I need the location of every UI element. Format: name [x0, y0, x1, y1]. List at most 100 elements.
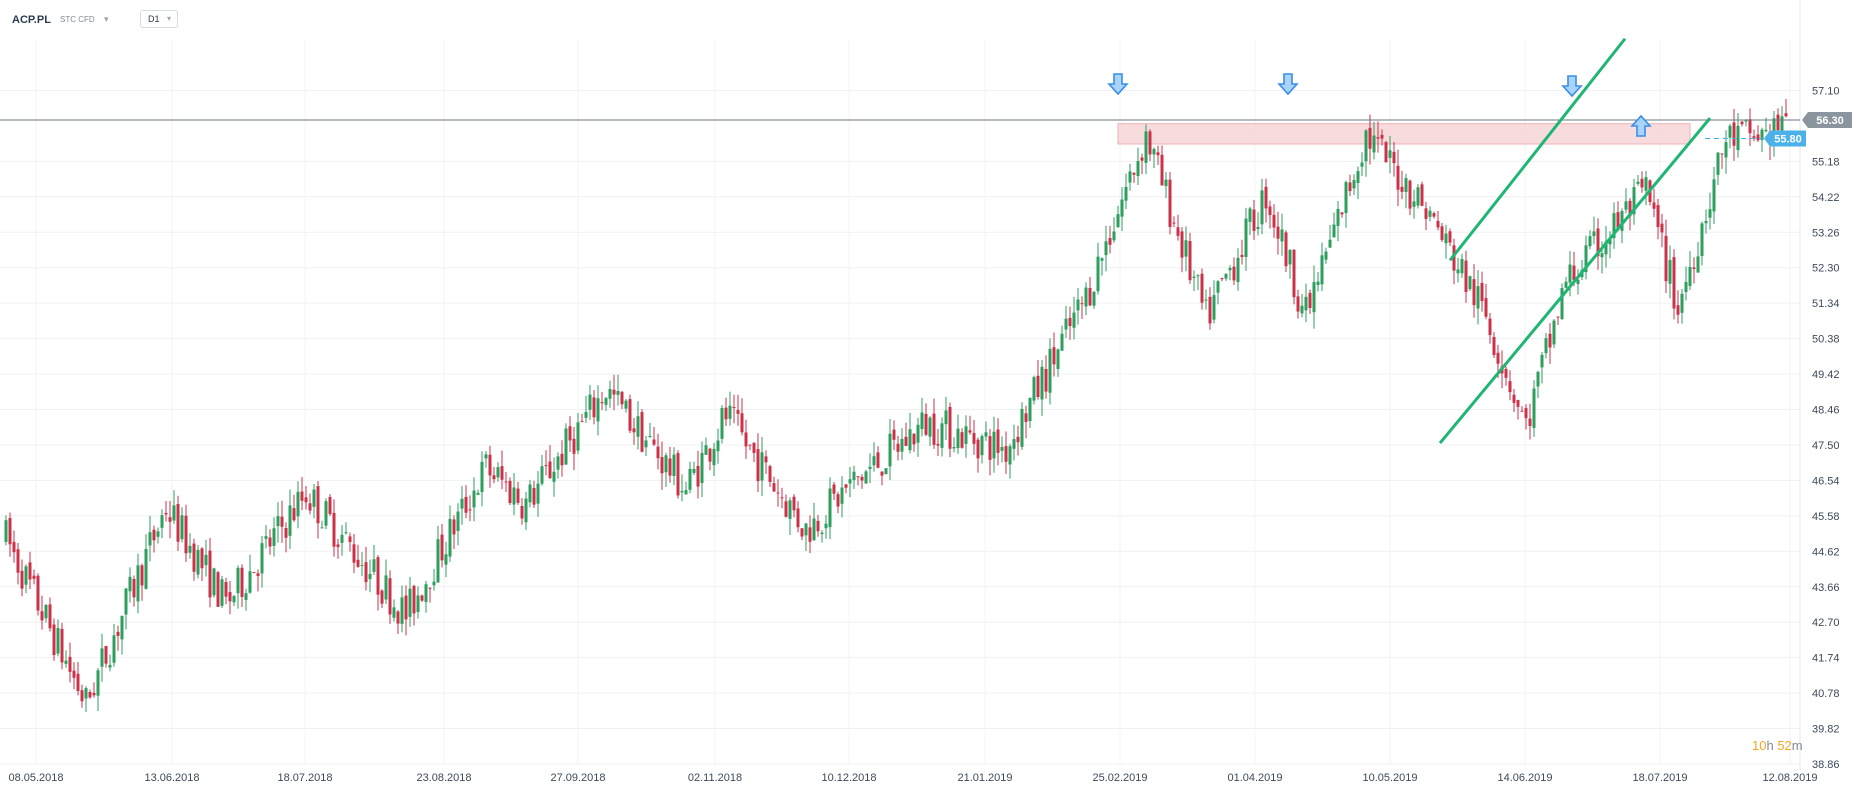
candle-body	[1060, 333, 1064, 351]
candle	[228, 580, 232, 615]
candle-body	[1460, 258, 1464, 274]
candle-body	[708, 448, 712, 462]
candle	[1032, 375, 1036, 405]
candle-body	[732, 407, 736, 409]
candle-body	[1572, 265, 1576, 281]
candle-body	[276, 516, 280, 527]
candle	[692, 461, 696, 476]
candle-body	[556, 456, 560, 470]
candle	[40, 595, 44, 630]
candle-body	[120, 615, 124, 640]
candle-body	[1124, 186, 1128, 201]
candle	[652, 427, 656, 447]
candle-body	[808, 527, 812, 542]
candle	[424, 580, 428, 613]
candle	[152, 525, 156, 553]
candle-body	[1612, 213, 1616, 239]
candle-body	[304, 497, 308, 503]
candle-body	[1024, 413, 1028, 422]
candle-body	[252, 572, 256, 574]
candle	[1556, 316, 1560, 325]
candle	[824, 515, 828, 539]
candle-body	[68, 656, 72, 672]
candle-body	[492, 475, 496, 480]
candle-body	[436, 539, 440, 583]
candle	[204, 539, 208, 577]
candle-body	[664, 455, 668, 473]
candle	[560, 440, 564, 477]
candle-body	[1732, 122, 1736, 146]
candle-body	[480, 461, 484, 493]
candle	[352, 533, 356, 574]
candle	[1784, 98, 1788, 118]
candle	[760, 437, 764, 496]
candle	[912, 433, 916, 452]
candle-body	[376, 557, 380, 595]
y-tick-label: 45.58	[1812, 511, 1840, 523]
resistance-zone-layer	[1117, 123, 1691, 145]
candle	[460, 486, 464, 525]
candle	[1452, 238, 1456, 285]
candle	[1180, 227, 1184, 273]
symbol-dropdown-icon[interactable]: ▾	[104, 14, 109, 24]
candle	[788, 497, 792, 535]
candle-body	[44, 605, 48, 619]
candle-body	[700, 452, 704, 483]
candle	[1164, 172, 1168, 199]
candle	[516, 481, 520, 505]
candle-body	[1152, 149, 1156, 155]
candle-body	[1540, 354, 1544, 368]
candle	[340, 525, 344, 556]
candle-body	[172, 505, 176, 521]
candle	[1588, 230, 1592, 250]
candle	[588, 385, 592, 421]
candle	[952, 437, 956, 453]
candle	[276, 502, 280, 543]
timeframe-select[interactable]: D1 ▾	[140, 10, 178, 28]
candle	[1100, 257, 1104, 276]
candle-body	[1668, 260, 1672, 284]
candle	[336, 538, 340, 559]
candle-body	[1528, 418, 1532, 426]
candle-body	[1160, 154, 1164, 186]
candle	[708, 447, 712, 471]
candle	[56, 619, 60, 657]
candle-body	[804, 523, 808, 536]
candle-body	[1488, 318, 1492, 336]
candle-body	[1268, 206, 1272, 216]
candle-body	[1584, 245, 1588, 273]
candle-body	[676, 453, 680, 496]
candle-body	[1604, 241, 1608, 255]
candle	[796, 501, 800, 533]
candle-body	[1256, 227, 1260, 229]
candle-body	[956, 428, 960, 449]
candle-body	[724, 407, 728, 420]
candle-body	[1444, 233, 1448, 244]
x-tick-label: 10.12.2018	[821, 772, 876, 784]
candle	[1400, 170, 1404, 200]
candle	[1096, 242, 1100, 295]
candle	[1592, 216, 1596, 245]
candle	[1644, 170, 1648, 206]
candle-body	[1520, 410, 1524, 412]
timeframe-label: D1	[148, 14, 160, 24]
candle-body	[508, 480, 512, 504]
candle-body	[628, 399, 632, 431]
candle-body	[1196, 275, 1200, 277]
candle	[572, 427, 576, 471]
candle-body	[1012, 439, 1016, 449]
candle-body	[1212, 295, 1216, 320]
symbol-label[interactable]: ACP.PL	[12, 14, 51, 26]
candle-body	[848, 479, 852, 484]
candle-body	[772, 483, 776, 492]
candle	[1296, 289, 1300, 319]
candle	[1176, 214, 1180, 241]
candle	[296, 481, 300, 529]
candle	[84, 686, 88, 713]
candle-body	[960, 432, 964, 448]
candle	[1388, 135, 1392, 174]
candle-body	[60, 628, 64, 663]
candle	[368, 559, 372, 593]
x-tick-label: 13.06.2018	[144, 772, 199, 784]
